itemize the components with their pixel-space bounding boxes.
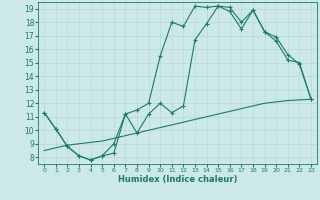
X-axis label: Humidex (Indice chaleur): Humidex (Indice chaleur)	[118, 175, 237, 184]
